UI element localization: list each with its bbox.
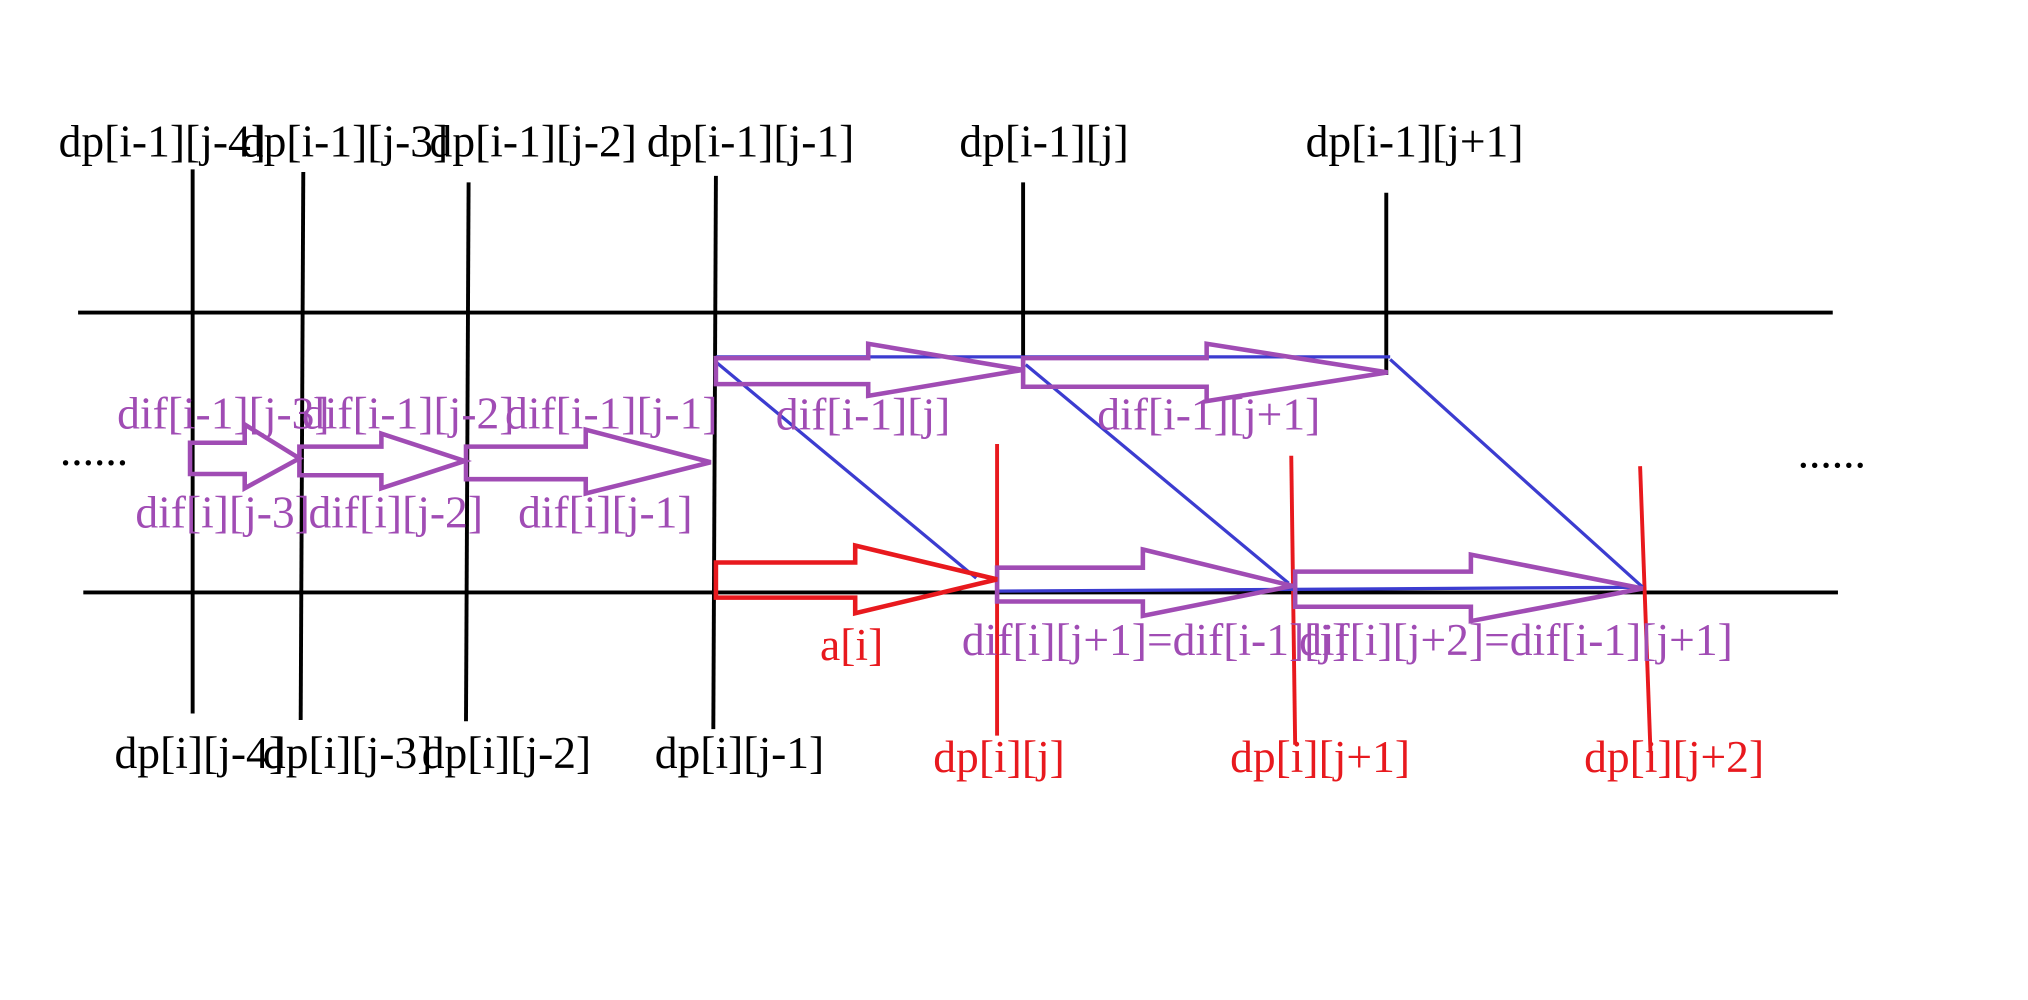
bottom-label-j: dp[i][j] [933, 731, 1065, 782]
arrow-dif-lower-j+2 [1292, 551, 1644, 624]
dif-upper-label-j+1: dif[i-1][j+1] [1097, 389, 1320, 440]
ellipsis-left: ...... [60, 424, 128, 475]
blue-bottom-line [997, 585, 1643, 593]
dif-equation-1: dif[i][j+1]=dif[i-1][j] [962, 614, 1347, 665]
arrow-a-i [713, 542, 998, 617]
dif-lower-label-j-2: dif[i][j-2] [308, 486, 483, 537]
red-column-line-j+2 [1638, 466, 1653, 753]
dif-lower-label-j-1: dif[i][j-1] [518, 486, 693, 537]
dif-upper-label-j-1: dif[i-1][j-1] [505, 387, 717, 438]
dif-upper-label-j-2: dif[i-1][j-2] [302, 387, 514, 438]
top-label-j: dp[i-1][j] [959, 115, 1128, 166]
arrow-dif-j-2 [297, 430, 473, 492]
top-label-j-1: dp[i-1][j-1] [647, 115, 854, 166]
column-line-j-1 [711, 175, 718, 730]
bottom-label-j+2: dp[i][j+2] [1584, 731, 1764, 782]
bottom-label-j-3: dp[i][j-3] [263, 727, 432, 778]
top-label-j-4: dp[i-1][j-4] [59, 115, 266, 166]
blue-diagonal-3 [1389, 358, 1644, 589]
red-column-lines [995, 444, 1653, 753]
row-lines [78, 310, 1838, 595]
arrow-dif-upper-j+1 [1020, 341, 1388, 404]
top-labels: dp[i-1][j-4] dp[i-1][j-3] dp[i-1][j-2] d… [59, 115, 1524, 166]
dif-upper-label-j: dif[i-1][j] [776, 389, 951, 440]
arrow-dif-j-1 [463, 426, 712, 497]
dif-labels: dif[i-1][j-3] dif[i-1][j-2] dif[i-1][j-1… [117, 387, 1733, 664]
arrow-dif-lower-j+1 [994, 546, 1294, 619]
arrow-dif-j-3 [187, 420, 304, 493]
bottom-label-j-1: dp[i][j-1] [655, 727, 824, 778]
top-label-j+1: dp[i-1][j+1] [1306, 115, 1524, 166]
purple-arrows [187, 341, 1644, 624]
blue-diagonal-2 [1024, 363, 1290, 585]
bottom-label-j-4: dp[i][j-4] [115, 727, 284, 778]
bottom-label-j-2: dp[i][j-2] [422, 727, 591, 778]
dif-lower-label-j-3: dif[i][j-3] [135, 486, 310, 537]
ellipsis-right: ...... [1798, 426, 1866, 477]
a-i-label: a[i] [820, 619, 883, 670]
bottom-labels: dp[i][j-4] dp[i][j-3] dp[i][j-2] dp[i][j… [115, 727, 1765, 782]
top-label-j-3: dp[i-1][j-3] [241, 115, 448, 166]
blue-diagonal-1 [714, 360, 978, 580]
dif-equation-2: dif[i][j+2]=dif[i-1][j+1] [1299, 614, 1733, 665]
top-label-j-2: dp[i-1][j-2] [430, 115, 637, 166]
bottom-label-j+1: dp[i][j+1] [1230, 731, 1410, 782]
arrow-dif-upper-j [713, 341, 1024, 399]
dif-upper-label-j-3: dif[i-1][j-3] [117, 387, 329, 438]
